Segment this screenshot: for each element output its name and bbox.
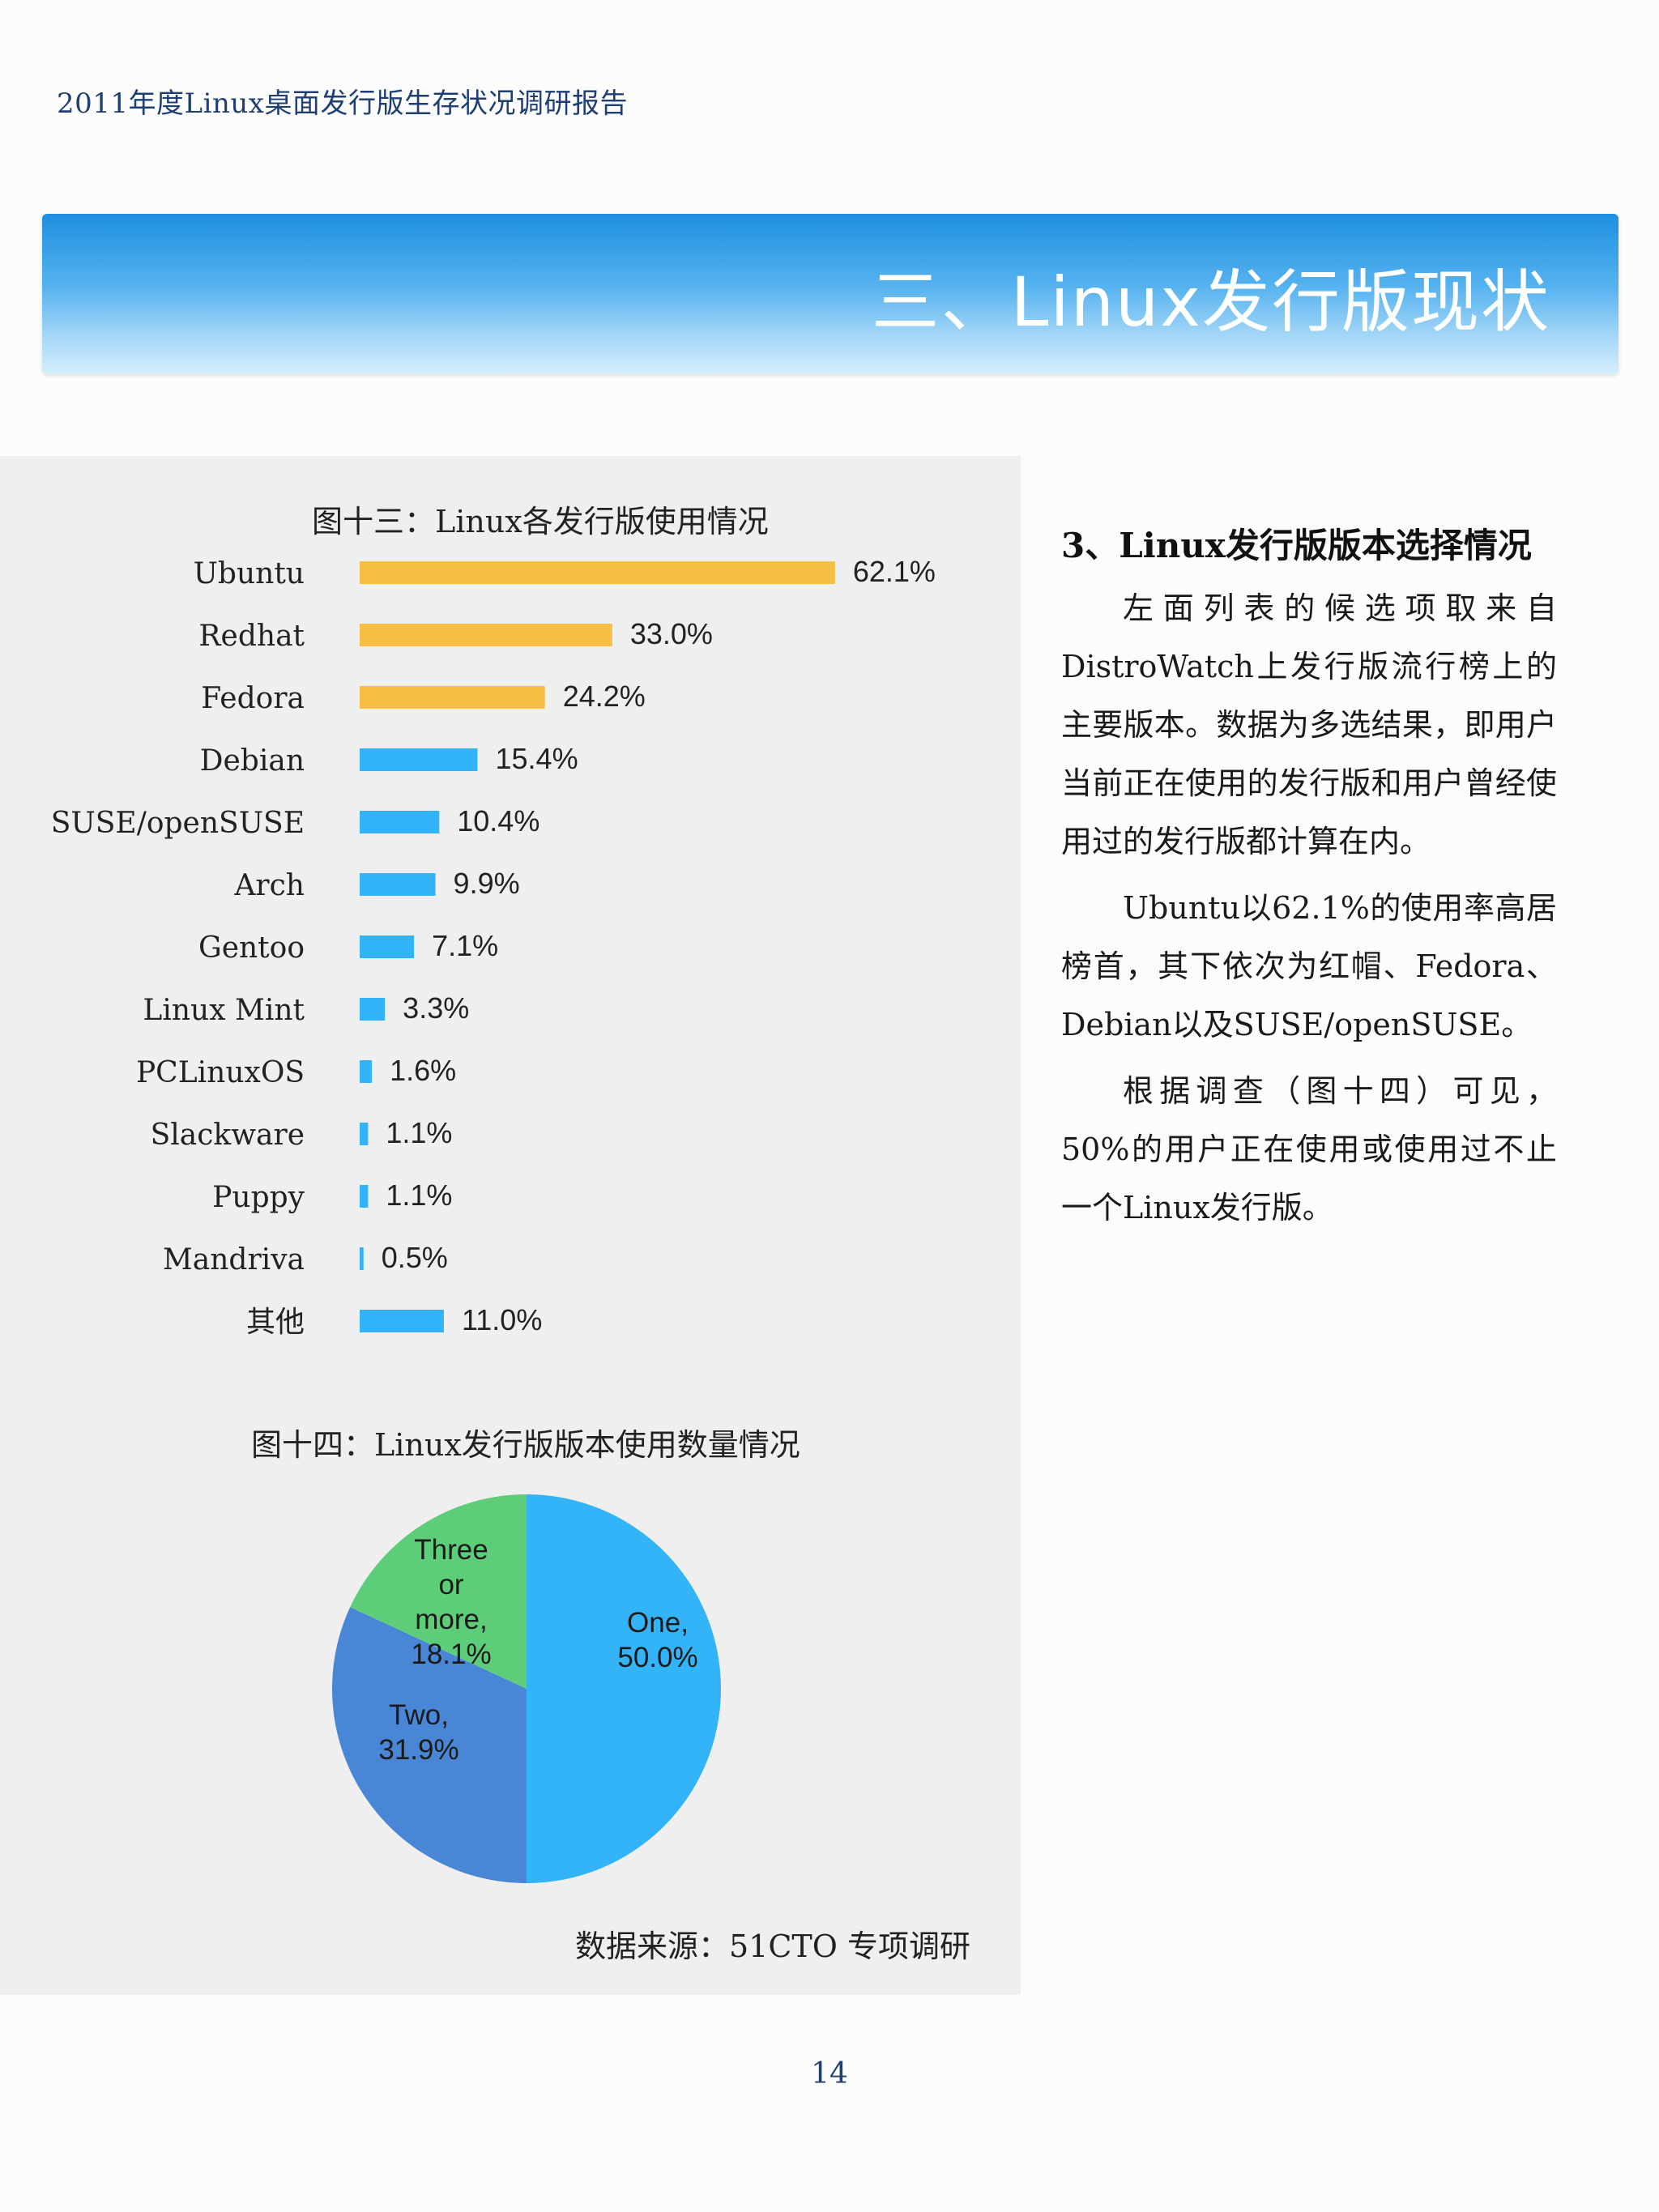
bar-value-label: 7.1% bbox=[432, 929, 498, 962]
running-header: 2011年度Linux桌面发行版生存状况调研报告 bbox=[57, 87, 628, 120]
bar-chart: Ubuntu 62.1% Redhat 33.0% Fedora 24.2% Debian 1… bbox=[51, 555, 936, 1339]
bar-value-label: 10.4% bbox=[457, 804, 539, 837]
bar-category-label: PCLinuxOS bbox=[136, 1056, 305, 1089]
bar-value-label: 1.1% bbox=[386, 1116, 452, 1149]
pie-data-label: One, 50.0% bbox=[617, 1607, 697, 1673]
article-paragraph: Ubuntu以62.1%的使用率高居榜首，其下依次为红帽、Fedora、Debi… bbox=[1061, 890, 1557, 1042]
bar-category-label: Debian bbox=[200, 744, 305, 778]
page-number: 14 bbox=[811, 2057, 848, 2091]
pie-chart: One, 50.0% Two, 31.9% Three or more, 18.1% bbox=[331, 1494, 721, 1883]
chart-panel: 图十三：Linux各发行版使用情况 Ubuntu 62.1% Redhat 33.0%… bbox=[0, 456, 1021, 1995]
bar-category-label: Redhat bbox=[198, 620, 305, 653]
bar-category-label: Puppy bbox=[212, 1181, 305, 1214]
pie-data-label: Three or more, 18.1% bbox=[411, 1534, 491, 1670]
bar-value-label: 1.1% bbox=[386, 1178, 452, 1212]
bar-category-label: Fedora bbox=[201, 682, 305, 715]
bar bbox=[360, 624, 612, 646]
bar-category-label: Gentoo bbox=[198, 931, 305, 965]
data-source-note: 数据来源：51CTO 专项调研 bbox=[574, 1929, 970, 1964]
pie-slice bbox=[527, 1494, 721, 1883]
bar bbox=[360, 1247, 364, 1270]
bar-value-label: 33.0% bbox=[630, 617, 713, 650]
bar-value-label: 9.9% bbox=[454, 867, 520, 900]
bar-category-label: Arch bbox=[233, 869, 305, 902]
article-heading: 3、Linux发行版版本选择情况 bbox=[1061, 526, 1532, 565]
bar-value-label: 3.3% bbox=[403, 991, 469, 1025]
bar-category-label: 其他 bbox=[246, 1306, 305, 1339]
article-paragraph: 左面列表的候选项取来自DistroWatch上发行版流行榜上的主要版本。数据为多… bbox=[1061, 590, 1557, 859]
bar-category-label: Linux Mint bbox=[143, 994, 305, 1027]
bar-category-label: Slackware bbox=[151, 1119, 305, 1152]
bar-value-label: 1.6% bbox=[390, 1054, 456, 1087]
pie-chart-title: 图十四：Linux发行版版本使用数量情况 bbox=[251, 1427, 800, 1463]
bar bbox=[360, 998, 386, 1021]
bar-category-label: SUSE/openSUSE bbox=[51, 807, 305, 840]
bar-category-label: Mandriva bbox=[163, 1243, 305, 1276]
bar bbox=[360, 561, 835, 584]
bar-value-label: 62.1% bbox=[853, 555, 936, 588]
bar bbox=[360, 873, 436, 896]
bar-value-label: 0.5% bbox=[382, 1241, 448, 1274]
bar-value-label: 15.4% bbox=[496, 742, 578, 775]
bar-value-label: 11.0% bbox=[462, 1303, 542, 1336]
bar bbox=[360, 1060, 373, 1083]
bar bbox=[360, 1185, 369, 1208]
pie-slice bbox=[331, 1607, 527, 1883]
bar-value-label: 24.2% bbox=[563, 680, 646, 713]
bar bbox=[360, 686, 545, 709]
bar bbox=[360, 1310, 444, 1332]
section-title: 三、Linux发行版现状 bbox=[871, 262, 1550, 342]
bar bbox=[360, 936, 415, 958]
bar bbox=[360, 1123, 369, 1145]
bar bbox=[360, 811, 440, 833]
article-paragraph: 根据调查（图十四）可见，50%的用户正在使用或使用过不止一个Linux发行版。 bbox=[1061, 1073, 1557, 1225]
bar-chart-title: 图十三：Linux各发行版使用情况 bbox=[312, 504, 769, 539]
section-banner: 三、Linux发行版现状 bbox=[42, 214, 1618, 374]
bar-category-label: Ubuntu bbox=[194, 557, 305, 590]
pie-data-label: Two, 31.9% bbox=[378, 1699, 458, 1766]
bar bbox=[360, 748, 478, 771]
pie-slice bbox=[350, 1494, 527, 1689]
article-column: 3、Linux发行版版本选择情况 左面列表的候选项取来自DistroWatch上… bbox=[1061, 518, 1557, 1245]
